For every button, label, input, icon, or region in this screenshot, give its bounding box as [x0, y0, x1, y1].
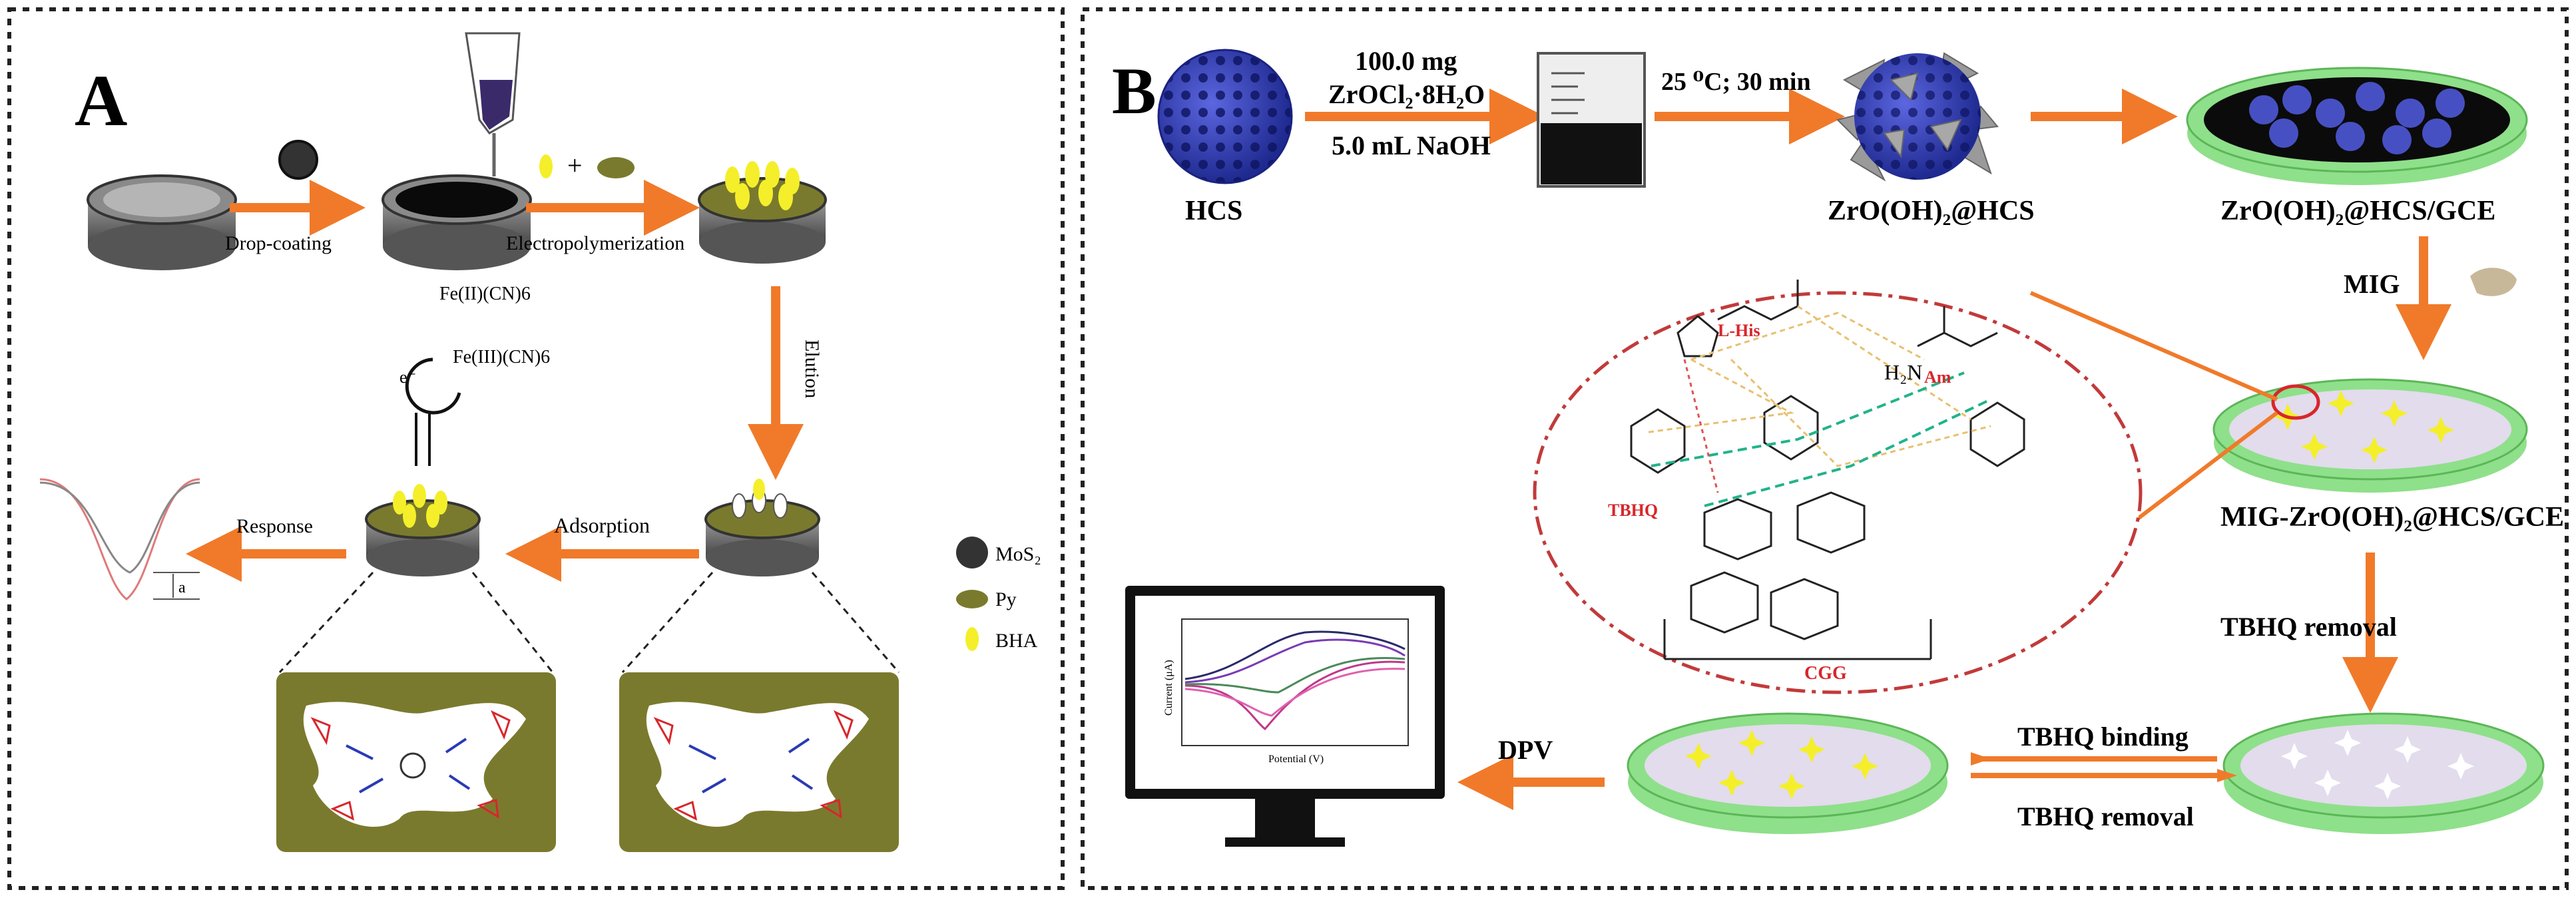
drop-coating-label: Drop-coating: [225, 232, 332, 254]
rebound-electrode: [365, 484, 481, 576]
hcs-sphere: [1157, 49, 1293, 184]
legend-mos2-label: MoS₂: [995, 543, 1041, 565]
legend-mos2-icon: [956, 537, 988, 568]
binding-label: TBHQ binding: [2017, 722, 2189, 752]
beaker-icon: [1537, 52, 1646, 188]
template-electrode: [2222, 712, 2545, 834]
zoom-lines: [278, 571, 900, 674]
reagent-zr: ZrOCl₂·8H₂O: [1328, 79, 1485, 109]
electrode-label: ZrO(OH)₂@HCS/GCE: [2220, 196, 2495, 226]
electron-label: e⁻: [399, 367, 416, 387]
monitor-icon: [1125, 586, 1445, 847]
reagent-naoh: 5.0 mL NaOH: [1332, 130, 1491, 160]
redox-lower: Fe(III)(CN)6: [453, 347, 550, 367]
hcs-label: HCS: [1185, 196, 1242, 226]
mol-h2n: H₂N: [1884, 360, 1922, 384]
mig-drop-icon: [2470, 268, 2517, 296]
response-peaks: [39, 478, 200, 600]
rebound-b-electrode: [1627, 712, 1949, 834]
mol-cgg: CGG: [1804, 663, 1847, 684]
mol-lhis: L-His: [1718, 321, 1760, 340]
panel-b-label: B: [1112, 54, 1157, 128]
reagent-mass: 100.0 mg: [1355, 46, 1457, 76]
plot-ylabel: Current (μA): [1163, 660, 1174, 716]
mig-electrode: [2212, 378, 2528, 493]
cavity-box-empty: [619, 672, 899, 852]
response-label: Response: [236, 515, 313, 537]
legend-bha-icon: [965, 627, 979, 651]
panel-a-frame: [7, 7, 1065, 890]
py-icon: [597, 157, 635, 178]
pipette-icon: [465, 32, 521, 176]
dpv-label: DPV: [1498, 735, 1553, 765]
panel-a-label: A: [75, 60, 127, 141]
legend-py-label: Py: [995, 588, 1017, 610]
cavity-box-bound: [276, 672, 556, 852]
electropolymerization-label: Electropolymerization: [506, 232, 684, 254]
legend-bha-label: BHA: [995, 630, 1038, 652]
plus-sign: +: [567, 150, 583, 180]
panel-b-frame: [1081, 7, 2569, 890]
removal2-label: TBHQ removal: [2017, 801, 2194, 831]
molecular-structure: [1533, 280, 2143, 694]
elution-label: Elution: [801, 339, 823, 398]
mol-tbhq: TBHQ: [1608, 501, 1658, 520]
zro-electrode: [2186, 67, 2528, 185]
bha-icon: [539, 154, 553, 178]
composite-sphere: [1836, 52, 1999, 182]
mig-label: MIG: [2344, 269, 2400, 299]
mig-electrode-label: MIG-ZrO(OH)₂@HCS/GCE: [2220, 502, 2564, 533]
removal-label: TBHQ removal: [2220, 612, 2397, 642]
arrow-binding-head: [1971, 752, 1991, 766]
condition-label: 25 ⁰C; 30 min: [1661, 68, 1811, 96]
plot-xlabel: Potential (V): [1268, 754, 1324, 765]
bare-electrode: [87, 174, 237, 270]
mos2-particle-icon: [278, 140, 318, 180]
eluted-electrode: [704, 479, 820, 576]
composite-label: ZrO(OH)₂@HCS: [1828, 196, 2035, 226]
arrow-removal-back-head: [2217, 769, 2237, 782]
legend-py-icon: [956, 590, 988, 608]
redox-upper: Fe(II)(CN)6: [439, 284, 531, 304]
mos2-electrode: [382, 174, 532, 270]
redox-cycle-icon: [405, 357, 461, 415]
mip-electrode: [698, 161, 827, 264]
peak-marker: a: [178, 579, 186, 596]
mol-am: Am: [1924, 367, 1951, 387]
adsorption-label: Adsorption: [554, 513, 650, 537]
legend: MoS₂ Py BHA: [956, 537, 1041, 652]
